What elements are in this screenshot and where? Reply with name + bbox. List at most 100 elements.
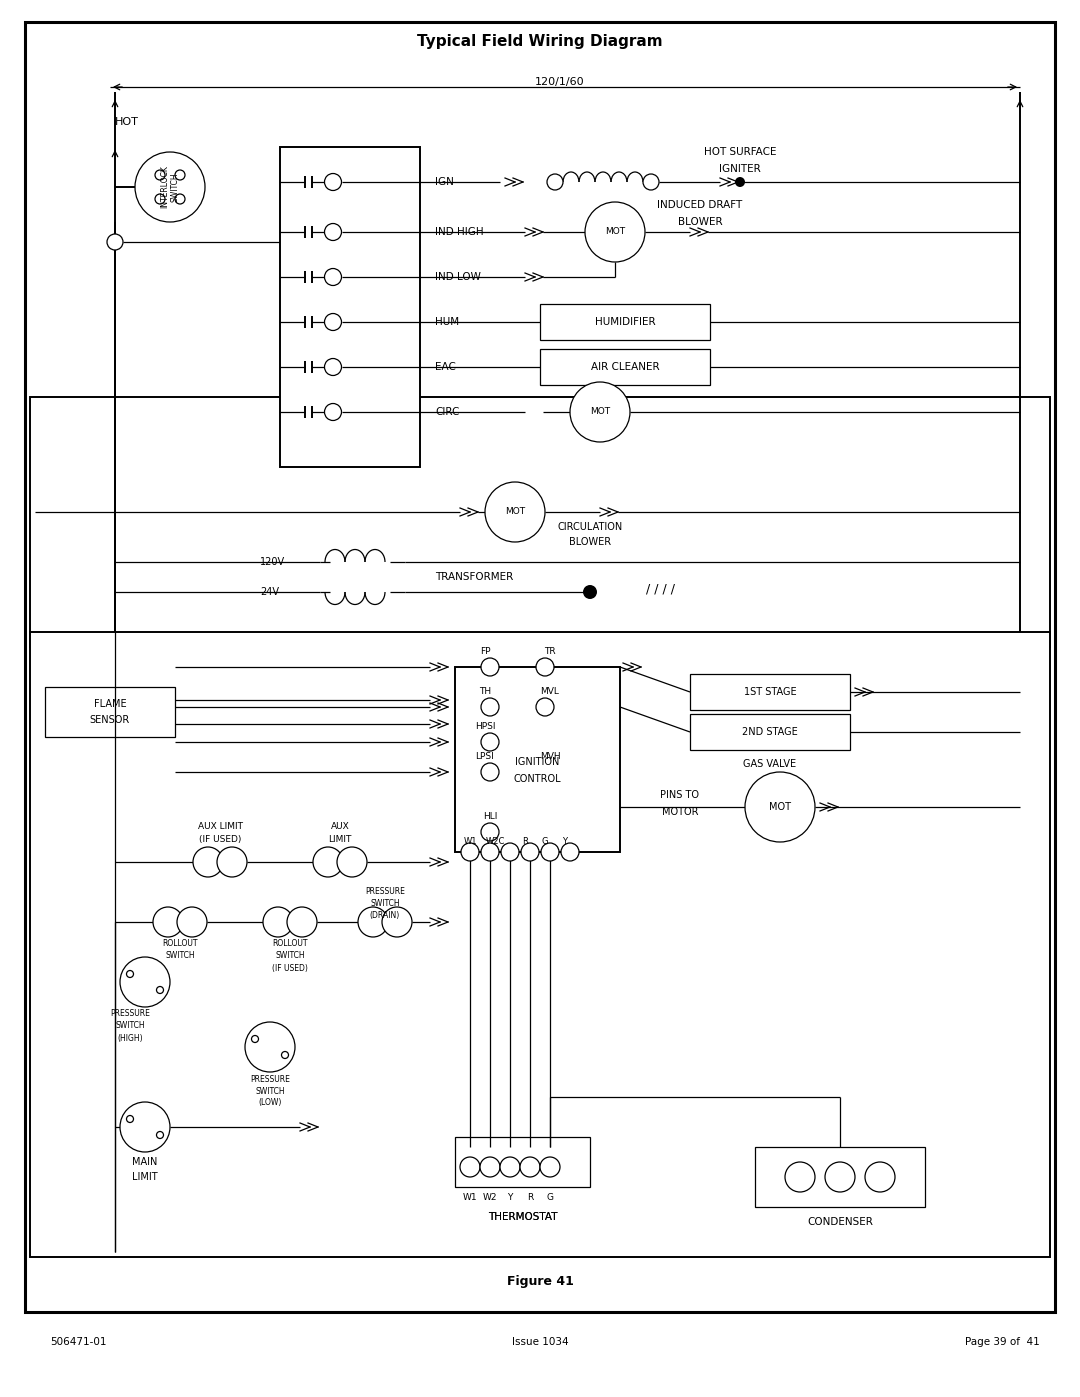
- Text: Figure 41: Figure 41: [507, 1275, 573, 1288]
- Circle shape: [324, 268, 341, 285]
- Text: CIRC: CIRC: [435, 407, 459, 416]
- Text: IGN: IGN: [435, 177, 454, 187]
- Circle shape: [500, 1157, 519, 1178]
- Text: Y: Y: [508, 1193, 513, 1201]
- Text: G: G: [542, 837, 549, 847]
- Circle shape: [217, 847, 247, 877]
- Circle shape: [480, 1157, 500, 1178]
- Text: THERMOSTAT: THERMOSTAT: [488, 1213, 557, 1222]
- Bar: [280, 147, 420, 467]
- Circle shape: [157, 986, 163, 993]
- Text: Y: Y: [563, 837, 567, 847]
- Text: BLOWER: BLOWER: [677, 217, 723, 226]
- Circle shape: [536, 698, 554, 717]
- Text: THERMOSTAT: THERMOSTAT: [488, 1213, 557, 1222]
- Circle shape: [324, 404, 341, 420]
- Text: ROLLOUT: ROLLOUT: [162, 940, 198, 949]
- Circle shape: [481, 823, 499, 841]
- Bar: [455, 1137, 590, 1187]
- Text: Typical Field Wiring Diagram: Typical Field Wiring Diagram: [417, 35, 663, 49]
- Text: IGNITER: IGNITER: [719, 163, 761, 175]
- Circle shape: [126, 971, 134, 978]
- Circle shape: [313, 847, 343, 877]
- Text: SWITCH: SWITCH: [255, 1087, 285, 1095]
- Text: MOT: MOT: [505, 507, 525, 517]
- Text: G: G: [546, 1193, 554, 1201]
- Text: INDUCED DRAFT: INDUCED DRAFT: [658, 200, 743, 210]
- Circle shape: [245, 1023, 295, 1071]
- Bar: [540, 305, 710, 339]
- Circle shape: [324, 224, 341, 240]
- Circle shape: [519, 1157, 540, 1178]
- Text: PRESSURE: PRESSURE: [110, 1010, 150, 1018]
- Text: (LOW): (LOW): [258, 1098, 282, 1108]
- Text: FLAME: FLAME: [94, 698, 126, 710]
- Circle shape: [865, 1162, 895, 1192]
- Text: W2C: W2C: [485, 837, 504, 847]
- Text: 120/1/60: 120/1/60: [536, 77, 584, 87]
- Circle shape: [193, 847, 222, 877]
- Circle shape: [337, 847, 367, 877]
- Circle shape: [481, 733, 499, 752]
- Text: IGNITION: IGNITION: [515, 757, 559, 767]
- Bar: [455, 666, 620, 852]
- Text: TH: TH: [478, 687, 491, 697]
- Text: HUM: HUM: [435, 317, 459, 327]
- Text: 1ST STAGE: 1ST STAGE: [744, 687, 796, 697]
- Text: PINS TO: PINS TO: [661, 789, 700, 800]
- Circle shape: [501, 842, 519, 861]
- Text: LPSI: LPSI: [475, 753, 495, 761]
- Text: (IF USED): (IF USED): [199, 835, 241, 845]
- Circle shape: [282, 1052, 288, 1059]
- Circle shape: [153, 907, 183, 937]
- Circle shape: [485, 482, 545, 542]
- Text: HOT: HOT: [114, 117, 139, 127]
- Text: R: R: [527, 1193, 534, 1201]
- Circle shape: [175, 170, 185, 180]
- Text: CONTROL: CONTROL: [514, 774, 562, 784]
- Circle shape: [536, 658, 554, 676]
- Circle shape: [546, 175, 563, 190]
- Circle shape: [521, 842, 539, 861]
- Text: Page 39 of  41: Page 39 of 41: [966, 1337, 1040, 1347]
- Text: / / / /: / / / /: [646, 583, 675, 595]
- Text: HPSI: HPSI: [475, 722, 496, 732]
- Bar: [30, 631, 1050, 1257]
- Text: SWITCH: SWITCH: [165, 951, 194, 961]
- Bar: [690, 714, 850, 750]
- Text: IND LOW: IND LOW: [435, 272, 481, 282]
- Text: (DRAIN): (DRAIN): [369, 911, 400, 921]
- Circle shape: [785, 1162, 815, 1192]
- Circle shape: [135, 152, 205, 222]
- Circle shape: [324, 173, 341, 190]
- Circle shape: [175, 194, 185, 204]
- Text: MOTOR: MOTOR: [662, 807, 699, 817]
- Circle shape: [735, 177, 745, 187]
- Circle shape: [541, 842, 559, 861]
- Text: CIRCULATION: CIRCULATION: [557, 522, 623, 532]
- Circle shape: [324, 359, 341, 376]
- Circle shape: [481, 658, 499, 676]
- Text: SWITCH: SWITCH: [370, 900, 400, 908]
- Text: CONDENSER: CONDENSER: [807, 1217, 873, 1227]
- Circle shape: [481, 698, 499, 717]
- Text: LIMIT: LIMIT: [328, 835, 352, 845]
- Text: PRESSURE: PRESSURE: [365, 887, 405, 897]
- Circle shape: [287, 907, 318, 937]
- Circle shape: [157, 1132, 163, 1139]
- Text: R: R: [522, 837, 528, 847]
- Text: SWITCH: SWITCH: [275, 951, 305, 961]
- Circle shape: [481, 842, 499, 861]
- Circle shape: [570, 381, 630, 441]
- Text: MOT: MOT: [590, 408, 610, 416]
- Text: 2ND STAGE: 2ND STAGE: [742, 726, 798, 738]
- Text: ROLLOUT: ROLLOUT: [272, 940, 308, 949]
- Circle shape: [107, 235, 123, 250]
- Text: PRESSURE: PRESSURE: [251, 1074, 289, 1084]
- Circle shape: [382, 907, 411, 937]
- Circle shape: [156, 170, 165, 180]
- Bar: [755, 1147, 924, 1207]
- Circle shape: [252, 1035, 258, 1042]
- Text: MVL: MVL: [541, 687, 559, 697]
- Text: HOT SURFACE: HOT SURFACE: [704, 147, 777, 156]
